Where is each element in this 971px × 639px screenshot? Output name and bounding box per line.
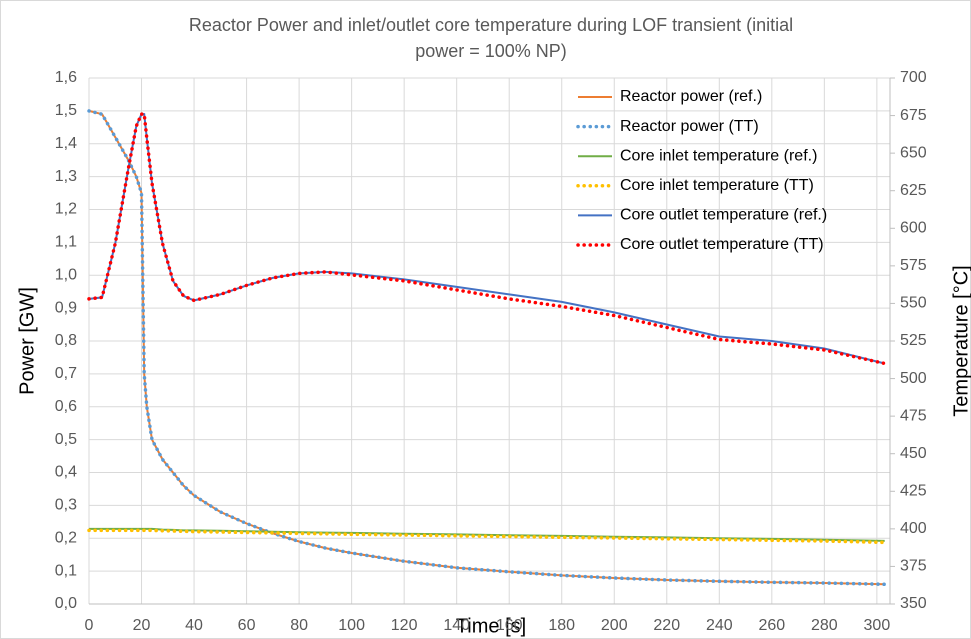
x-tick-label: 160 (496, 617, 523, 634)
chart-subtitle: power = 100% NP) (415, 41, 567, 61)
legend-label: Reactor power (ref.) (620, 88, 762, 105)
y2-axis-title: Temperature [°C] (950, 265, 971, 416)
y2-tick-label: 400 (900, 520, 927, 537)
legend-label: Core outlet temperature (TT) (620, 236, 824, 253)
y2-tick-label: 575 (900, 257, 927, 274)
y-tick-label: 0,6 (55, 398, 77, 415)
y2-tick-label: 625 (900, 182, 927, 199)
y-tick-label: 0,7 (55, 365, 77, 382)
y2-tick-label: 375 (900, 558, 927, 575)
series-line (87, 109, 887, 587)
x-tick-label: 20 (133, 617, 151, 634)
y2-tick-label: 700 (900, 69, 927, 86)
x-tick-label: 260 (758, 617, 785, 634)
chart-title: Reactor Power and inlet/outlet core temp… (189, 15, 793, 35)
series-line (87, 528, 887, 545)
y-axis-title: Power [GW] (16, 287, 38, 395)
x-tick-label: 280 (811, 617, 838, 634)
x-axis-title: Time [s] (456, 615, 526, 637)
y-tick-label: 0,4 (55, 464, 77, 481)
x-tick-label: 60 (238, 617, 256, 634)
y-tick-label: 0,5 (55, 431, 77, 448)
series-line (87, 112, 887, 366)
x-tick-label: 80 (290, 617, 308, 634)
y2-tick-label: 650 (900, 144, 927, 161)
y2-tick-label: 500 (900, 370, 927, 387)
y2-tick-label: 425 (900, 483, 927, 500)
y-tick-label: 1,6 (55, 69, 77, 86)
y2-tick-label: 450 (900, 445, 927, 462)
y2-tick-label: 550 (900, 295, 927, 312)
legend-label: Core inlet temperature (TT) (620, 177, 814, 194)
y2-tick-label: 525 (900, 332, 927, 349)
y-tick-label: 0,1 (55, 562, 77, 579)
x-tick-label: 220 (653, 617, 680, 634)
x-tick-label: 200 (601, 617, 628, 634)
y-tick-label: 1,3 (55, 168, 77, 185)
y-tick-label: 1,5 (55, 102, 77, 119)
x-tick-label: 40 (185, 617, 203, 634)
y-tick-label: 0,8 (55, 332, 77, 349)
legend-label: Core inlet temperature (ref.) (620, 147, 817, 164)
x-tick-label: 140 (443, 617, 470, 634)
y2-tick-label: 350 (900, 595, 927, 612)
y2-tick-label: 600 (900, 220, 927, 237)
x-tick-label: 120 (391, 617, 418, 634)
x-tick-label: 300 (864, 617, 891, 634)
y2-tick-label: 675 (900, 107, 927, 124)
y-tick-label: 0,3 (55, 497, 77, 514)
x-tick-label: 100 (338, 617, 365, 634)
y-tick-label: 1,4 (55, 135, 77, 152)
x-tick-label: 180 (548, 617, 575, 634)
y-tick-label: 1,1 (55, 234, 77, 251)
y-tick-label: 0,2 (55, 529, 77, 546)
y-tick-label: 1,0 (55, 266, 77, 283)
legend-label: Reactor power (TT) (620, 118, 759, 135)
y-tick-label: 0,0 (55, 595, 77, 612)
x-tick-label: 0 (85, 617, 94, 634)
y-tick-label: 1,2 (55, 201, 77, 218)
y-tick-label: 0,9 (55, 299, 77, 316)
x-tick-label: 240 (706, 617, 733, 634)
y2-tick-label: 475 (900, 407, 927, 424)
legend-label: Core outlet temperature (ref.) (620, 207, 827, 224)
